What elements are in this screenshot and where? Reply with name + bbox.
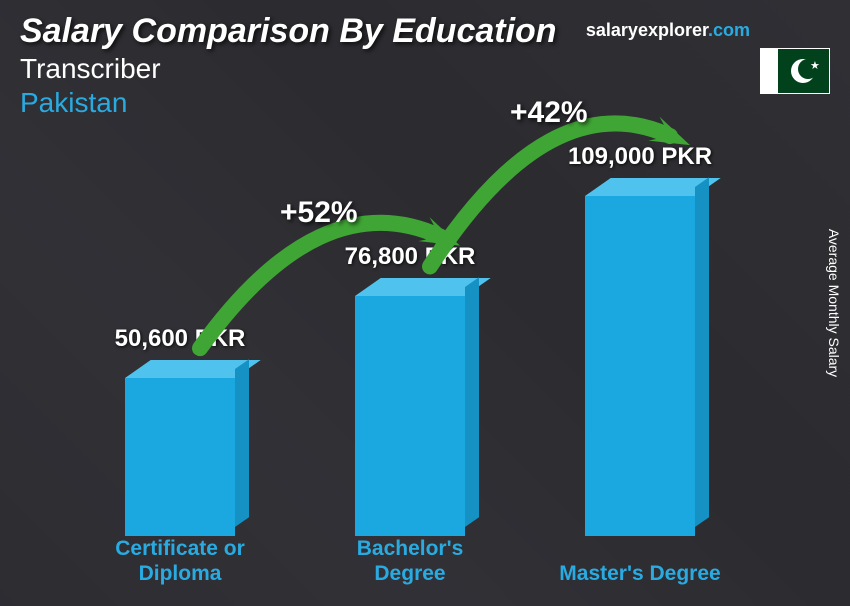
y-axis-label: Average Monthly Salary xyxy=(826,229,842,377)
page-title: Salary Comparison By Education xyxy=(20,12,557,51)
pakistan-flag-icon: ★ xyxy=(760,48,830,94)
increase-arrow-icon xyxy=(60,126,780,586)
header: Salary Comparison By Education Transcrib… xyxy=(20,12,557,119)
increase-percent: +42% xyxy=(510,96,588,130)
source-suffix: .com xyxy=(708,20,750,40)
country: Pakistan xyxy=(20,87,557,119)
salary-bar-chart: 50,600 PKRCertificate or Diploma76,800 P… xyxy=(60,126,780,586)
source-prefix: salaryexplorer xyxy=(586,20,708,40)
subtitle: Transcriber xyxy=(20,53,557,85)
source-attribution: salaryexplorer.com xyxy=(586,20,750,41)
